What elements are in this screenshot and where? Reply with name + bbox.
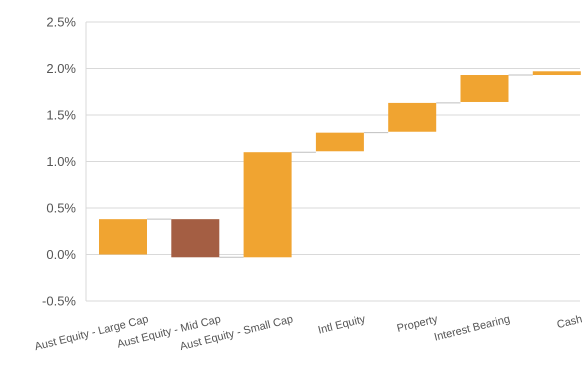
- y-tick-label: 2.5%: [46, 15, 76, 30]
- y-tick-label: -0.5%: [42, 294, 76, 309]
- bar-aust-equity-large-cap: [99, 219, 147, 255]
- bar-cash: [532, 71, 581, 76]
- x-category-label: Interest Bearing: [433, 313, 511, 343]
- bar-aust-equity-mid-cap: [171, 219, 220, 258]
- y-tick-label: 0.0%: [46, 247, 76, 262]
- y-tick-label: 0.5%: [46, 201, 76, 216]
- grid: [86, 21, 580, 302]
- bar-aust-equity-small-cap: [243, 152, 292, 258]
- x-category-label: Intl Equity: [317, 313, 367, 336]
- y-axis-tick-labels: 2.5% 2.0% 1.5% 1.0% 0.5% 0.0% -0.5%: [42, 15, 76, 309]
- connectors: [147, 74, 533, 258]
- x-category-label: Cash: [556, 313, 582, 331]
- bar-intl-equity: [315, 132, 364, 152]
- bar-interest-bearing: [460, 75, 509, 102]
- y-tick-label: 1.5%: [46, 108, 76, 123]
- y-tick-label: 2.0%: [46, 61, 76, 76]
- bars: [99, 71, 581, 258]
- y-tick-label: 1.0%: [46, 154, 76, 169]
- bar-property: [388, 102, 437, 132]
